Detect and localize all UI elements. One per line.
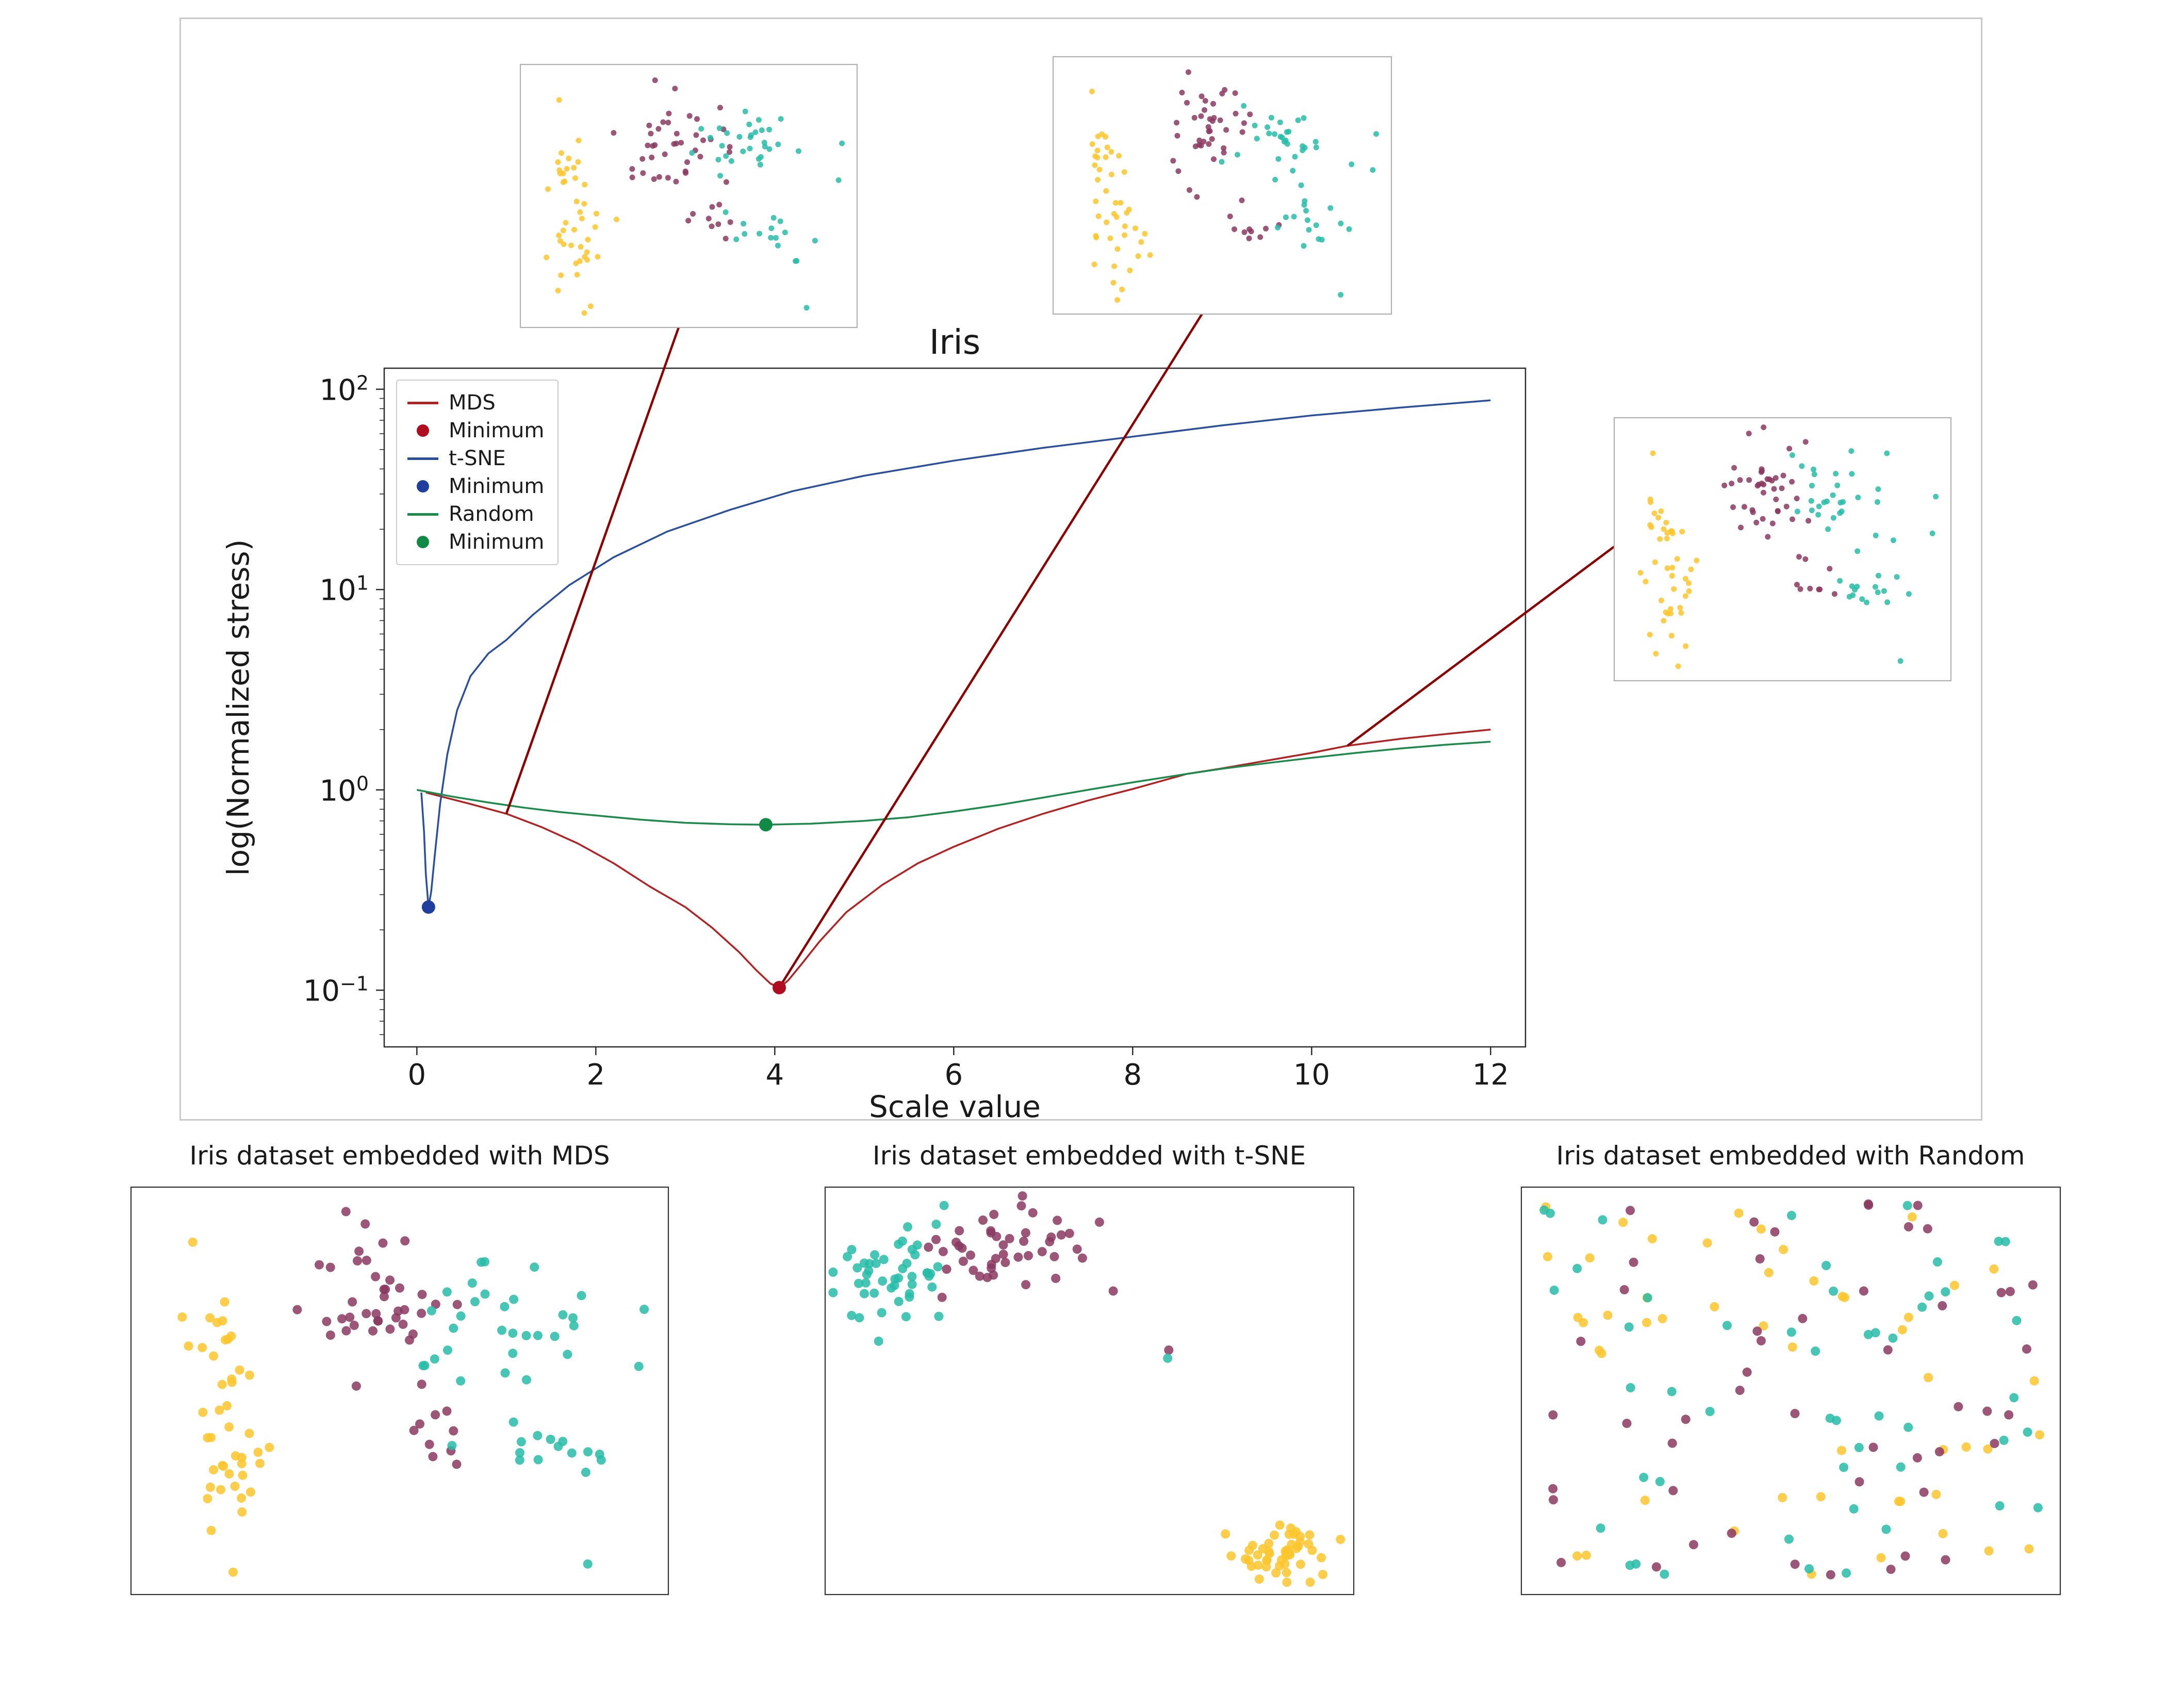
annotation-line [778, 313, 1203, 989]
x-axis-label: Scale value [869, 1089, 1041, 1124]
x-tick-label: 6 [944, 1058, 963, 1092]
minimum-dot-t-SNE [421, 900, 435, 914]
x-tick-label: 12 [1472, 1058, 1509, 1092]
panel-title-mds: Iris dataset embedded with MDS [189, 1141, 610, 1171]
minimum-dot-MDS [773, 981, 786, 995]
x-tick-label: 8 [1123, 1058, 1142, 1092]
legend-line-swatch-icon [407, 401, 438, 404]
y-tick-label: 102 [319, 371, 369, 407]
legend-item: Minimum [407, 472, 544, 500]
curve-Random [416, 741, 1491, 826]
legend-item-label: Random [449, 502, 534, 526]
main-chart-title: Iris [929, 322, 981, 362]
inset-2-box [1052, 56, 1392, 315]
legend-item: Random [407, 500, 544, 528]
y-tick-label: 100 [319, 772, 369, 808]
legend: MDS Minimum t-SNE Minimum Random Minimum [396, 380, 559, 565]
curve-MDS [425, 728, 1491, 989]
legend-line-swatch-icon [407, 513, 438, 516]
panel-title-tsne: Iris dataset embedded with t-SNE [872, 1141, 1306, 1171]
legend-item: MDS [407, 389, 544, 417]
panel-mds-box [130, 1186, 669, 1596]
x-tick-label: 0 [407, 1058, 426, 1092]
legend-item-label: Minimum [449, 474, 545, 498]
legend-item-label: t-SNE [449, 447, 506, 470]
legend-dot-swatch-icon [407, 424, 438, 437]
x-tick-label: 2 [586, 1058, 605, 1092]
legend-item-label: MDS [449, 391, 496, 415]
y-tick-label: 10−1 [303, 972, 369, 1008]
legend-item-label: Minimum [449, 419, 545, 442]
top-figure-border [179, 18, 1982, 1121]
annotation-line [505, 327, 680, 814]
minimum-dot-Random [759, 818, 773, 832]
legend-item: Minimum [407, 528, 544, 556]
y-tick-label: 101 [319, 571, 369, 607]
legend-item: Minimum [407, 417, 544, 445]
annotation-line [1347, 546, 1615, 747]
panel-random-box [1520, 1186, 2061, 1596]
legend-item: t-SNE [407, 445, 544, 472]
curve-t-SNE [420, 399, 1491, 908]
inset-1-box [519, 63, 858, 329]
x-tick-label: 10 [1293, 1058, 1330, 1092]
legend-line-swatch-icon [407, 457, 438, 460]
panel-title-random: Iris dataset embedded with Random [1556, 1141, 2025, 1171]
legend-dot-swatch-icon [407, 536, 438, 548]
legend-item-label: Minimum [449, 530, 545, 554]
x-tick-label: 4 [765, 1058, 784, 1092]
y-axis-label: log(Normalized stress) [221, 539, 256, 876]
legend-dot-swatch-icon [407, 480, 438, 492]
